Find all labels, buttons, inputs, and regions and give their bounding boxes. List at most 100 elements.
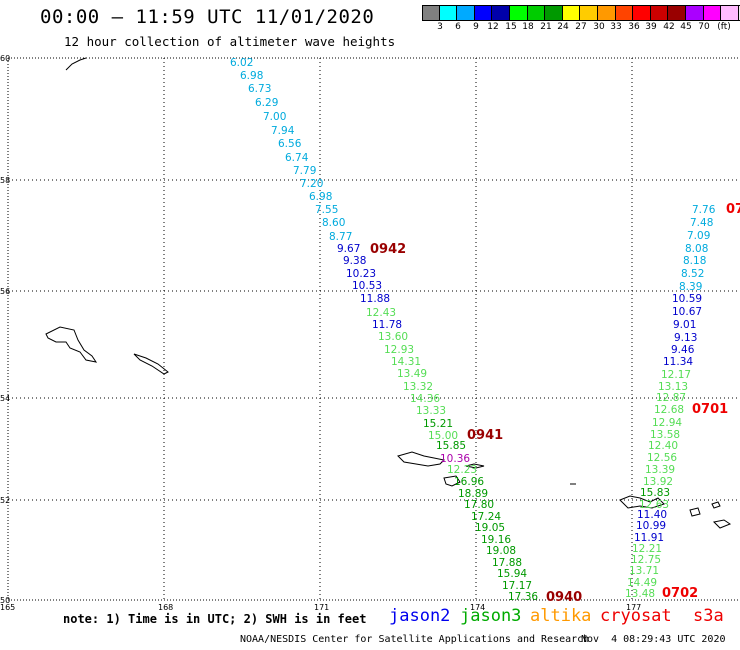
legend-swatch [721,5,739,21]
sat-cryosat: cryosat [600,606,672,626]
swh-reading: 7.09 [687,230,710,242]
legend-label: 30 [593,22,605,32]
swh-reading: 6.74 [285,152,309,164]
legend-label: 18 [522,22,534,32]
swh-reading: 7.79 [293,165,316,177]
lon-label: 171 [314,603,329,612]
swh-reading: 7.20 [300,178,323,190]
swh-reading: 12.17 [661,369,691,381]
page-title: 00:00 – 11:59 UTC 11/01/2020 [40,6,375,28]
legend-swatch [562,5,581,21]
island-5 [465,463,485,469]
swh-reading: 7.76 [692,204,716,216]
swh-reading: 12.21 [632,543,662,555]
swh-reading: 19.16 [481,534,511,546]
swh-reading: 16.96 [454,476,484,488]
swh-reading: 15.83 [640,487,670,499]
legend-swatch [580,5,598,21]
island-4 [443,475,461,487]
legend-swatch [474,5,493,21]
swh-reading: 10.23 [346,268,376,280]
swh-reading: 13.39 [645,464,675,476]
swh-reading: 6.29 [255,97,278,109]
swh-reading: 8.39 [679,281,702,293]
credit-line: NOAA/NESDIS Center for Satellite Applica… [240,634,590,645]
swh-reading: 12.93 [384,344,414,356]
swh-reading: 12.94 [652,417,682,429]
legend-label: 21 [540,22,552,32]
island-1 [45,326,98,363]
swh-reading: 17.80 [464,499,494,511]
island-9 [711,501,721,509]
lat-label: 56 [0,287,10,296]
legend-label: 36 [628,22,640,32]
swh-reading: 7.48 [690,217,713,229]
swh-reading: 12.75 [631,554,661,566]
legend-label: 42 [663,22,675,32]
legend-swatch [422,5,440,21]
legend-swatch [650,5,669,21]
swh-reading: 10.53 [352,280,382,292]
sat-jason3: jason3 [460,606,522,626]
axis-labels: 165 168 171 174 177 60 58 56 54 52 50 [0,54,641,612]
legend-swatch [738,5,740,21]
time-label-0941: 0941 [467,428,503,443]
swh-reading: 8.77 [329,231,352,243]
swh-reading: 11.34 [663,356,693,368]
lat-label: 52 [0,496,10,505]
swh-reading: 6.98 [240,70,263,82]
track-east: 7.767.487.098.088.188.528.3910.5910.679.… [625,204,716,600]
lon-label: 177 [626,603,641,612]
time-label-0940: 0940 [546,590,582,605]
island-7 [619,495,665,509]
lon-label: 174 [470,603,485,612]
lat-label: 50 [0,596,10,605]
legend-swatch [615,5,634,21]
swh-reading: 13.32 [403,381,433,393]
swh-reading: 6.02 [230,57,253,69]
island-2 [133,353,169,375]
sat-jason2: jason2 [389,606,451,626]
swh-reading: 8.52 [681,268,704,280]
swh-reading: 13.58 [650,429,680,441]
legend-swatch [492,5,510,21]
swh-reading: 17.17 [502,580,532,592]
legend-swatch [509,5,528,21]
swh-reading: 10.59 [672,293,702,305]
swh-reading: 17.88 [492,557,522,569]
lat-label: 60 [0,54,10,63]
swh-reading: 7.55 [315,204,338,216]
legend-swatch [703,5,722,21]
swh-reading: 6.73 [248,83,271,95]
legend-label: 70 [698,22,710,32]
legend-label: 3 [437,22,443,32]
swh-reading: 15.21 [423,418,453,430]
time-label-0942: 0942 [370,242,406,257]
swh-reading: 11.88 [360,293,390,305]
time-label-0702: 0702 [662,586,698,601]
legend-label: 15 [505,22,517,32]
lat-label: 54 [0,394,10,403]
swh-reading: 10.67 [672,306,702,318]
swh-reading: 12.87 [656,392,686,404]
legend-swatch [685,5,704,21]
time-label-0701: 0701 [692,402,728,417]
swh-reading: 12.43 [366,307,396,319]
legend-swatch [545,5,563,21]
coastline-north [65,57,87,71]
swh-reading: 19.08 [486,545,516,557]
legend-swatch [597,5,616,21]
swh-reading: 12.63 [639,499,669,511]
sat-s3a: s3a [693,606,724,626]
swh-reading: 17.24 [471,511,501,523]
swh-reading: 14.36 [410,393,440,405]
swh-reading: 18.89 [458,488,488,500]
legend-label: 9 [473,22,479,32]
swh-reading: 13.60 [378,331,408,343]
legend-label: 24 [557,22,569,32]
footer-note: note: 1) Time is in UTC; 2) SWH is in fe… [63,612,367,626]
sat-altika: altika [530,606,592,626]
swh-reading: 6.56 [278,138,302,150]
legend-swatch [457,5,475,21]
